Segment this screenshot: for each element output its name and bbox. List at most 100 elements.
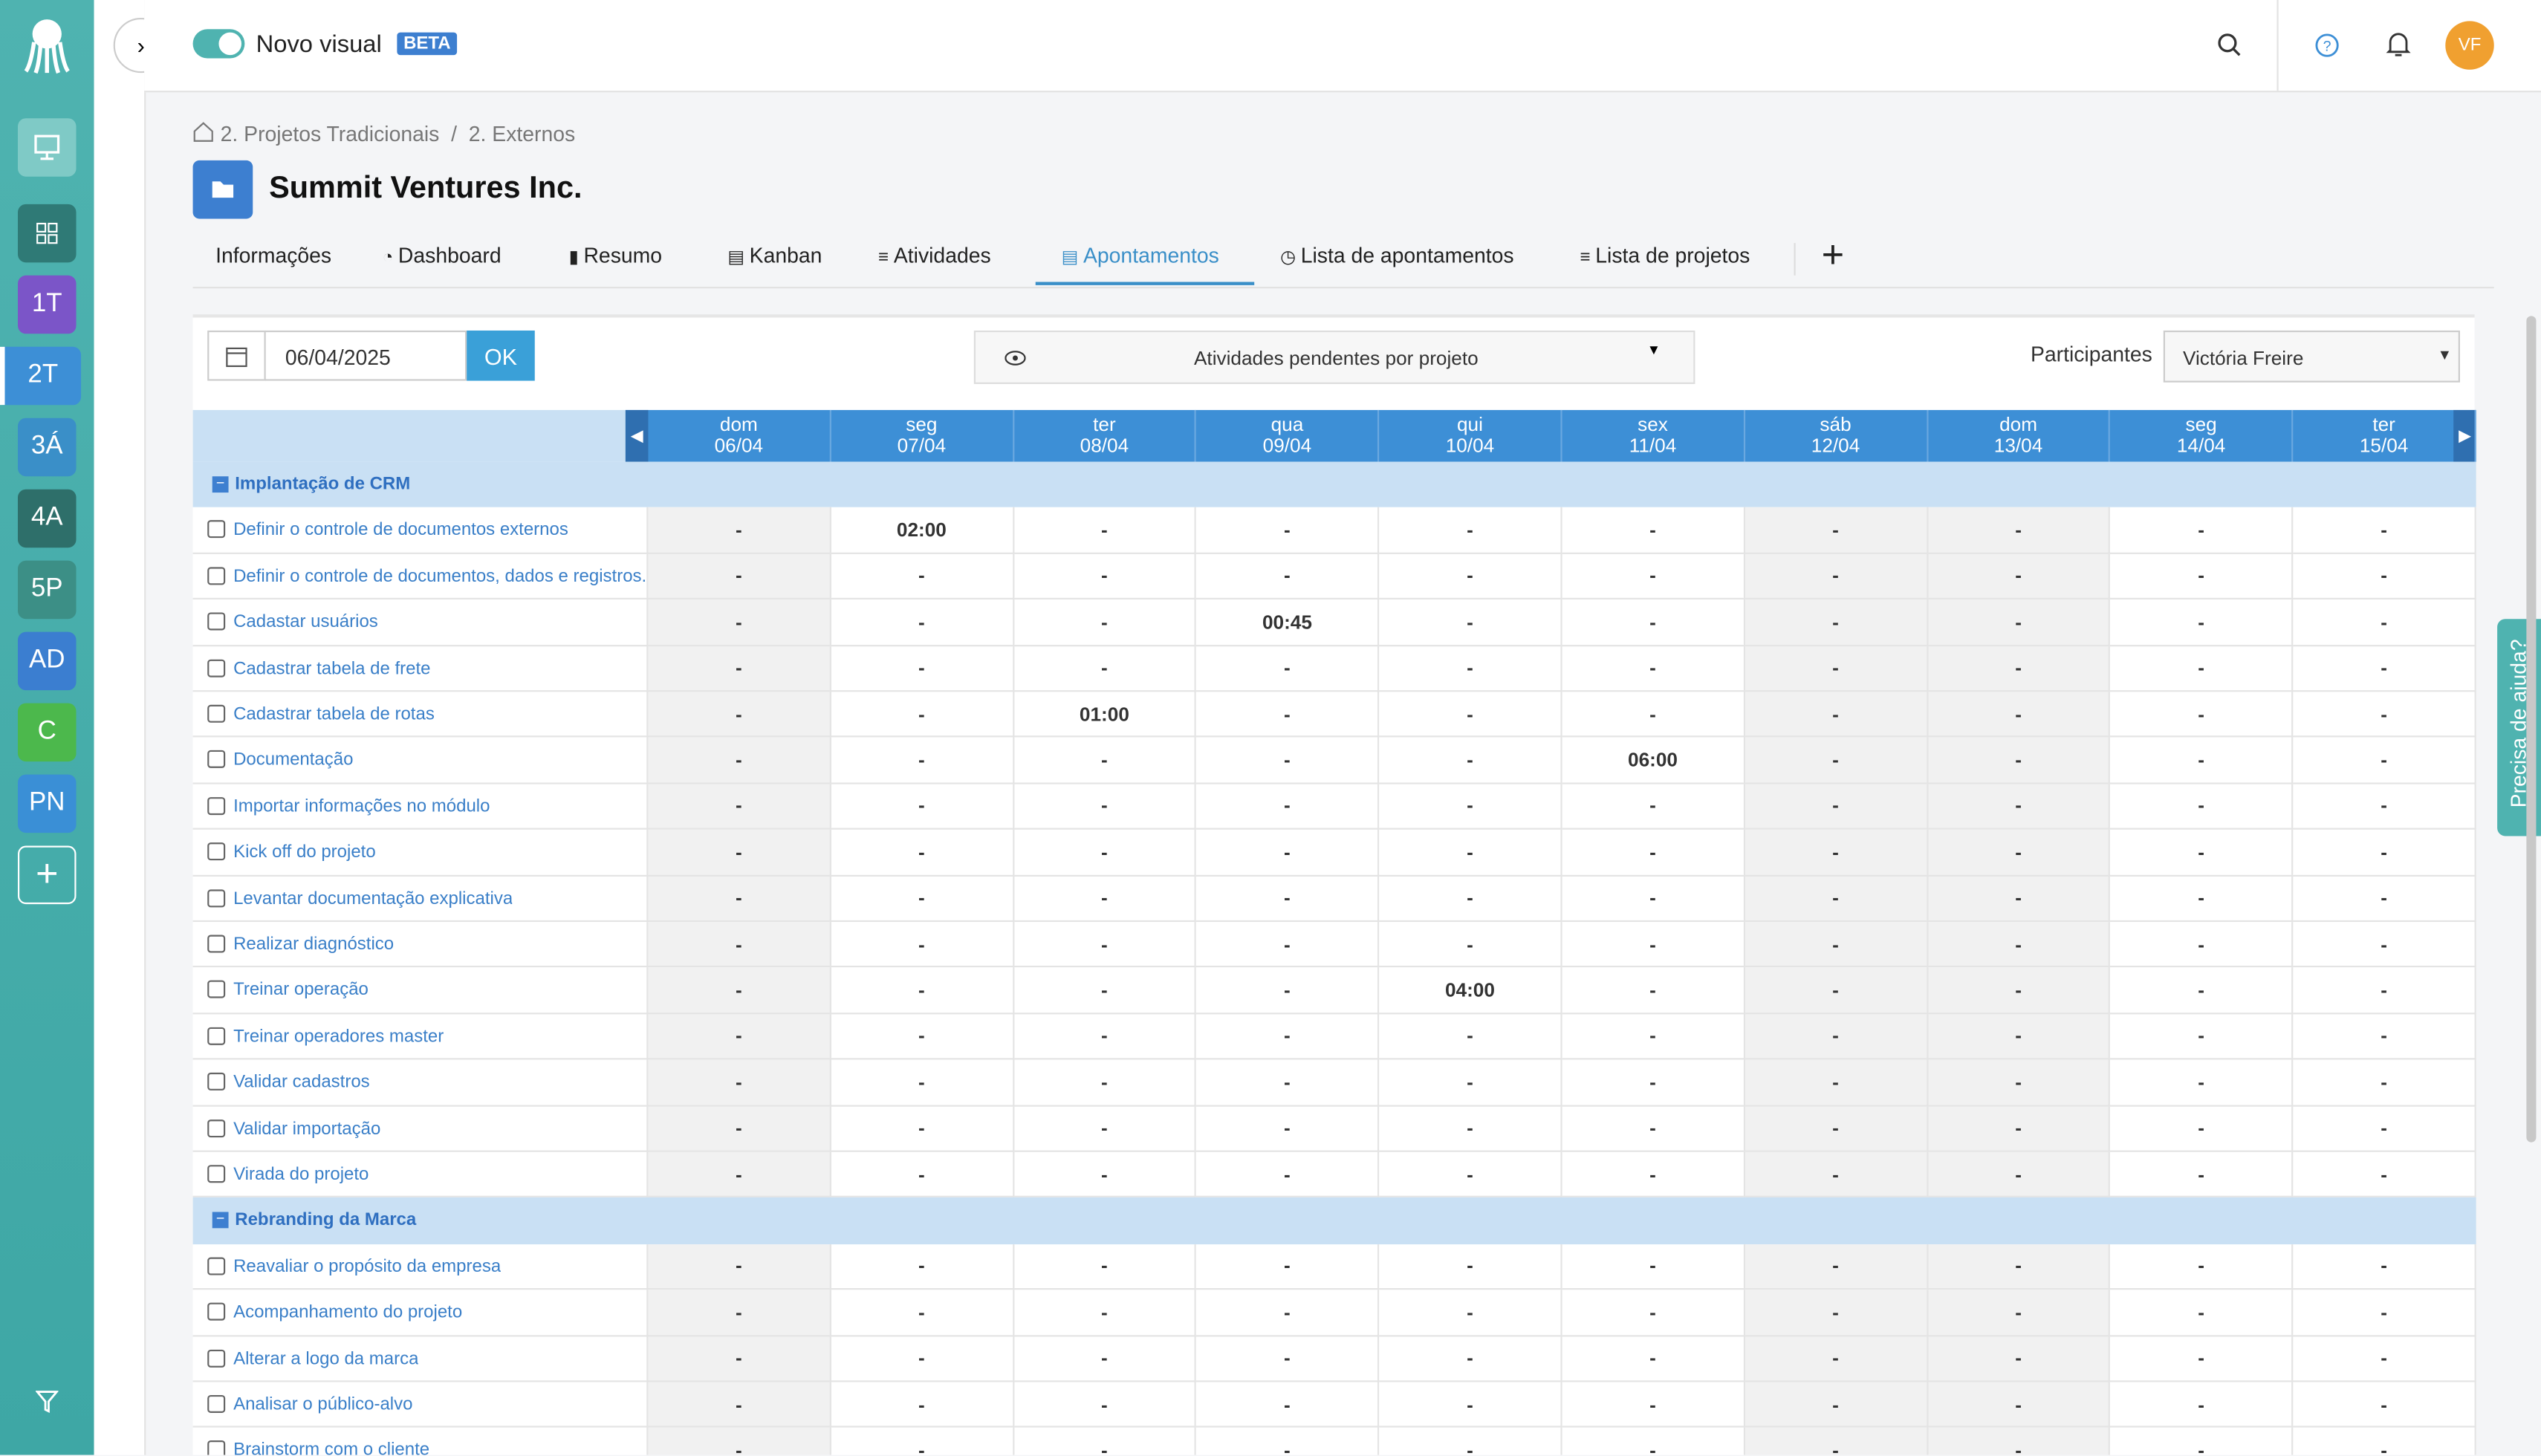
time-cell[interactable]: - bbox=[1562, 876, 1745, 923]
time-cell[interactable]: - bbox=[1196, 830, 1380, 877]
time-cell[interactable]: - bbox=[1927, 692, 2111, 738]
prev-week[interactable]: ◀ bbox=[625, 409, 649, 462]
time-cell[interactable]: - bbox=[2293, 692, 2476, 738]
time-cell[interactable]: - bbox=[831, 1013, 1014, 1060]
time-cell[interactable]: - bbox=[831, 1151, 1014, 1198]
notification-icon[interactable] bbox=[2386, 30, 2412, 58]
time-cell[interactable]: - bbox=[1196, 738, 1380, 784]
time-cell[interactable]: - bbox=[1379, 830, 1562, 877]
checkbox[interactable] bbox=[207, 842, 226, 861]
time-cell[interactable]: - bbox=[1745, 784, 1928, 831]
task-name[interactable]: Treinar operação bbox=[233, 981, 369, 1001]
time-cell[interactable]: - bbox=[1927, 738, 2111, 784]
time-cell[interactable]: - bbox=[1379, 1382, 1562, 1429]
time-cell[interactable]: - bbox=[648, 922, 831, 968]
task-name[interactable]: Treinar operadores master bbox=[233, 1027, 444, 1047]
checkbox[interactable] bbox=[207, 1440, 226, 1455]
time-cell[interactable]: - bbox=[1196, 507, 1380, 554]
time-cell[interactable]: - bbox=[1013, 1336, 1197, 1382]
time-cell[interactable]: - bbox=[1013, 599, 1197, 646]
time-cell[interactable]: - bbox=[648, 1151, 831, 1198]
task-name[interactable]: Documentação bbox=[233, 750, 354, 770]
time-cell[interactable]: - bbox=[1562, 1105, 1745, 1152]
time-cell[interactable]: - bbox=[2110, 1151, 2294, 1198]
checkbox[interactable] bbox=[207, 796, 226, 815]
time-cell[interactable]: - bbox=[1379, 784, 1562, 831]
time-cell[interactable]: - bbox=[831, 1105, 1014, 1152]
time-cell[interactable]: - bbox=[1562, 830, 1745, 877]
time-cell[interactable]: - bbox=[1196, 692, 1380, 738]
time-cell[interactable]: - bbox=[2110, 1382, 2294, 1429]
task-name[interactable]: Reavaliar o propósito da empresa bbox=[233, 1257, 502, 1277]
time-cell[interactable]: - bbox=[1927, 1290, 2111, 1336]
checkbox[interactable] bbox=[207, 1027, 226, 1045]
time-cell[interactable]: - bbox=[2293, 922, 2476, 968]
time-cell[interactable]: - bbox=[648, 507, 831, 554]
workspace-button[interactable]: 5P bbox=[17, 560, 77, 620]
checkbox[interactable] bbox=[207, 1073, 226, 1091]
time-cell[interactable]: - bbox=[1562, 507, 1745, 554]
time-cell[interactable]: - bbox=[648, 1059, 831, 1106]
time-cell[interactable]: - bbox=[831, 738, 1014, 784]
time-cell[interactable]: - bbox=[648, 738, 831, 784]
time-cell[interactable]: - bbox=[1013, 1290, 1197, 1336]
time-cell[interactable]: - bbox=[1379, 1290, 1562, 1336]
time-cell[interactable]: - bbox=[831, 922, 1014, 968]
time-cell[interactable]: - bbox=[1927, 553, 2111, 600]
time-cell[interactable]: - bbox=[1927, 876, 2111, 923]
time-cell[interactable]: - bbox=[1562, 1244, 1745, 1290]
help-icon[interactable]: ? bbox=[2314, 33, 2340, 59]
time-cell[interactable]: - bbox=[831, 1336, 1014, 1382]
time-cell[interactable]: - bbox=[2110, 967, 2294, 1014]
time-cell[interactable]: - bbox=[2110, 553, 2294, 600]
time-cell[interactable]: 00:45 bbox=[1196, 599, 1380, 646]
time-cell[interactable]: - bbox=[648, 692, 831, 738]
task-name[interactable]: Analisar o público-alvo bbox=[233, 1394, 413, 1415]
time-cell[interactable]: - bbox=[648, 1382, 831, 1429]
time-cell[interactable]: - bbox=[2293, 830, 2476, 877]
view-select[interactable]: Atividades pendentes por projeto ▾ bbox=[973, 330, 1695, 384]
time-cell[interactable]: - bbox=[648, 599, 831, 646]
workspace-button[interactable]: 4A bbox=[17, 489, 77, 548]
time-cell[interactable]: - bbox=[1379, 1151, 1562, 1198]
time-cell[interactable]: - bbox=[1927, 1059, 2111, 1106]
time-cell[interactable]: - bbox=[648, 1013, 831, 1060]
time-cell[interactable]: - bbox=[1745, 599, 1928, 646]
time-cell[interactable]: - bbox=[2293, 1290, 2476, 1336]
time-cell[interactable]: - bbox=[1562, 922, 1745, 968]
time-cell[interactable]: - bbox=[1927, 922, 2111, 968]
time-cell[interactable]: - bbox=[1013, 507, 1197, 554]
time-cell[interactable]: - bbox=[1745, 967, 1928, 1014]
time-cell[interactable]: - bbox=[1379, 507, 1562, 554]
time-cell[interactable]: - bbox=[1013, 646, 1197, 692]
tab[interactable]: ▮ Resumo bbox=[568, 243, 663, 267]
time-cell[interactable]: - bbox=[1562, 1013, 1745, 1060]
time-cell[interactable]: - bbox=[2293, 738, 2476, 784]
time-cell[interactable]: - bbox=[1562, 967, 1745, 1014]
checkbox[interactable] bbox=[207, 1303, 226, 1322]
next-week[interactable]: ▶ bbox=[2453, 409, 2476, 462]
time-cell[interactable]: - bbox=[1745, 738, 1928, 784]
time-cell[interactable]: - bbox=[2293, 1105, 2476, 1152]
time-cell[interactable]: - bbox=[1013, 830, 1197, 877]
time-cell[interactable]: - bbox=[1927, 599, 2111, 646]
time-cell[interactable]: - bbox=[1013, 553, 1197, 600]
time-cell[interactable]: - bbox=[1562, 553, 1745, 600]
collapse-icon[interactable]: − bbox=[212, 1212, 229, 1229]
time-cell[interactable]: - bbox=[1379, 738, 1562, 784]
scrollbar[interactable] bbox=[2526, 316, 2537, 1143]
time-cell[interactable]: - bbox=[831, 830, 1014, 877]
time-cell[interactable]: - bbox=[648, 967, 831, 1014]
time-cell[interactable]: - bbox=[1745, 1013, 1928, 1060]
time-cell[interactable]: - bbox=[648, 1428, 831, 1455]
time-cell[interactable]: - bbox=[648, 876, 831, 923]
checkbox[interactable] bbox=[207, 935, 226, 953]
checkbox[interactable] bbox=[207, 1119, 226, 1137]
workspace-button[interactable]: 3Á bbox=[17, 417, 77, 477]
time-cell[interactable]: - bbox=[1379, 692, 1562, 738]
time-cell[interactable]: - bbox=[2293, 1336, 2476, 1382]
time-cell[interactable]: - bbox=[831, 876, 1014, 923]
time-cell[interactable]: - bbox=[648, 1336, 831, 1382]
workspace-button[interactable]: AD bbox=[17, 631, 77, 691]
tab[interactable]: ▤ Kanban bbox=[727, 243, 822, 267]
